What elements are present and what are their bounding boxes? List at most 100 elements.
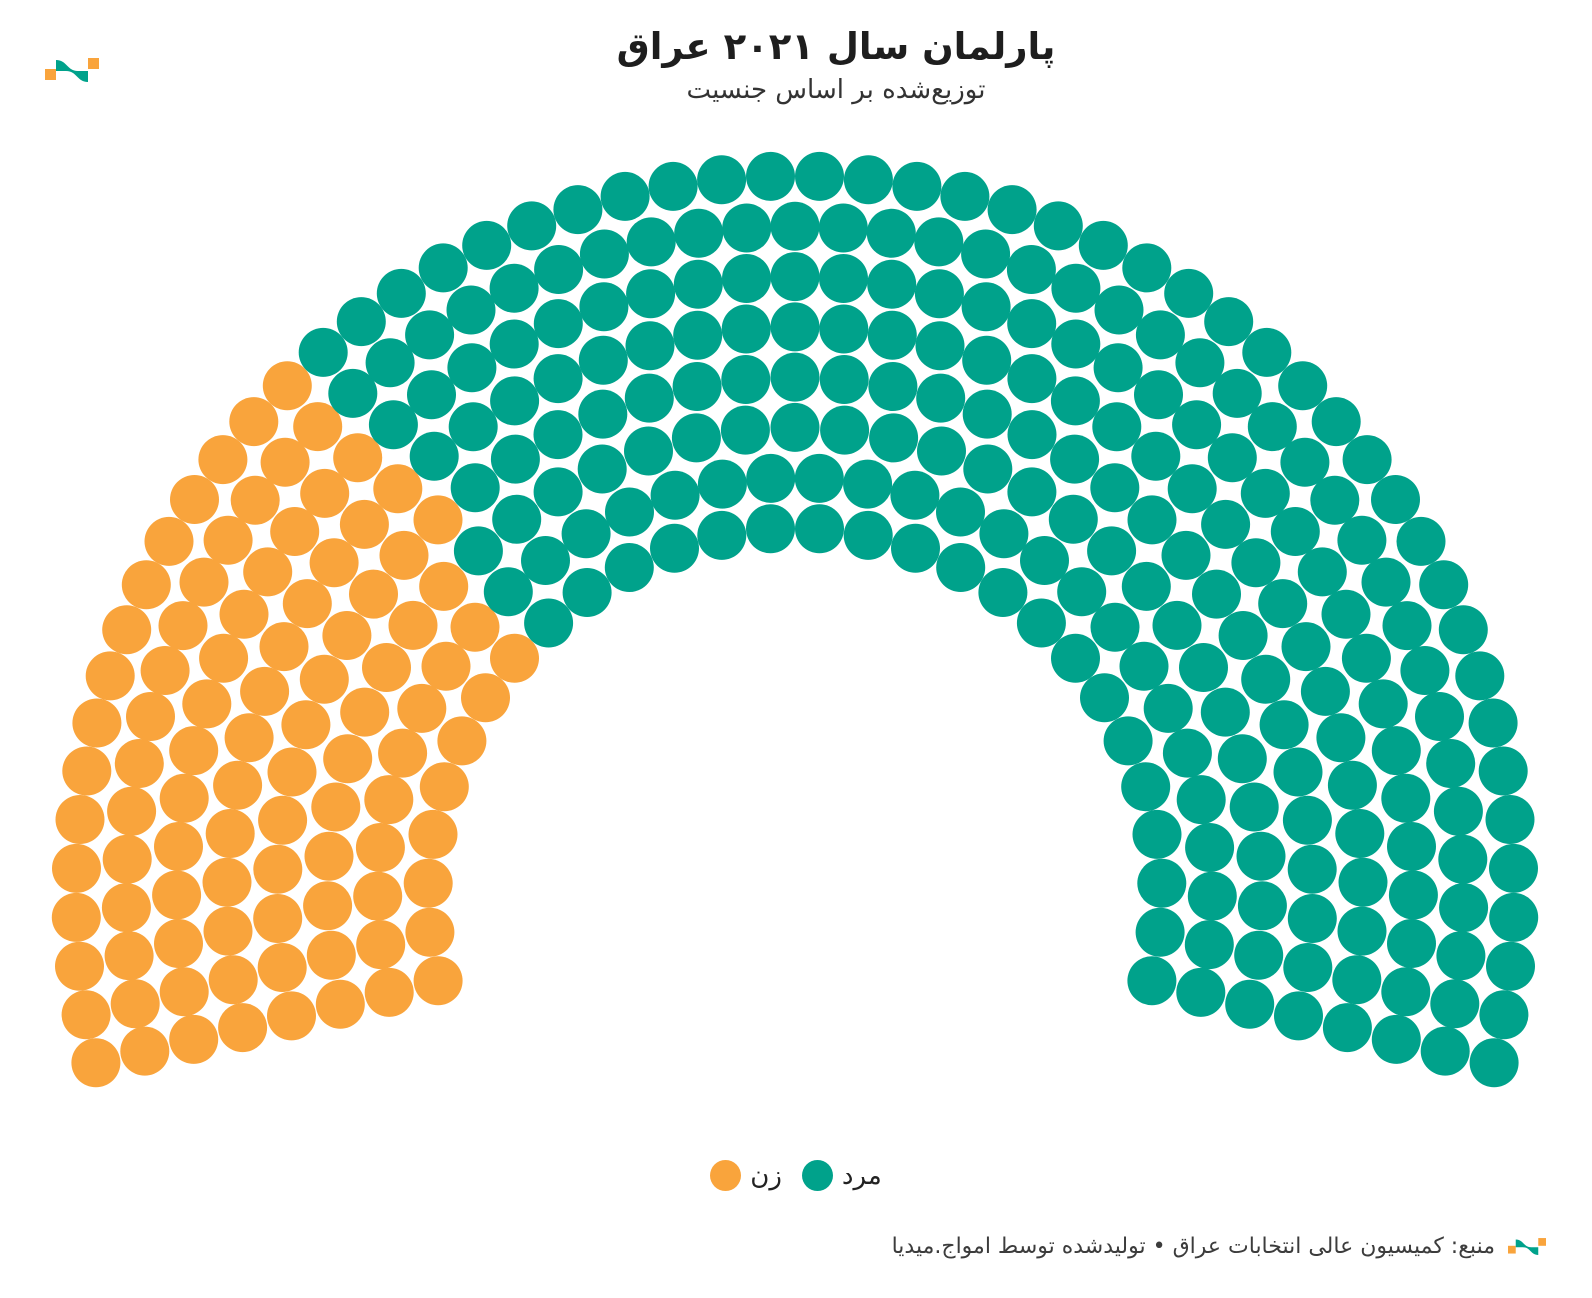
seat-dot-woman xyxy=(126,692,175,741)
seat-dot-man xyxy=(961,229,1011,279)
seat-dot-woman xyxy=(257,943,307,992)
seat-dot-man xyxy=(1388,870,1438,920)
seat-dot-man xyxy=(448,402,498,452)
seat-dot-woman xyxy=(121,560,171,610)
seat-dot-man xyxy=(490,434,540,484)
seat-dot-woman xyxy=(258,795,308,845)
seat-dot-man xyxy=(1278,361,1328,411)
seat-dot-man xyxy=(1121,561,1171,611)
seat-dot-man xyxy=(1119,641,1169,691)
seat-dot-woman xyxy=(349,569,398,619)
seat-dot-man xyxy=(1164,268,1214,318)
seat-dot-man xyxy=(1225,979,1275,1029)
seat-dot-man xyxy=(987,185,1037,235)
seat-dot-man xyxy=(867,310,917,360)
seat-dot-man xyxy=(1217,734,1267,784)
seat-dot-woman xyxy=(120,1026,170,1076)
seat-dot-man xyxy=(1033,201,1083,251)
seat-dot-man xyxy=(866,208,916,258)
seat-dot-man xyxy=(1131,431,1181,481)
seat-dot-woman xyxy=(101,883,151,933)
seat-dot-woman xyxy=(72,698,122,748)
logo-orange-square-left xyxy=(1508,1245,1516,1254)
seat-dot-woman xyxy=(340,687,390,737)
seat-dot-man xyxy=(1396,516,1446,566)
seat-dot-man xyxy=(722,254,771,303)
seat-dot-man xyxy=(1179,643,1228,692)
seat-dot-woman xyxy=(202,857,252,907)
seat-dot-woman xyxy=(253,844,303,894)
seat-dot-man xyxy=(673,259,723,309)
seat-dot-woman xyxy=(182,679,232,729)
seat-dot-woman xyxy=(388,600,438,650)
seat-dot-woman xyxy=(224,713,274,763)
seat-dot-man xyxy=(1090,463,1140,513)
seat-dot-man xyxy=(1201,499,1251,549)
seat-dot-woman xyxy=(55,795,105,844)
seat-dot-man xyxy=(650,523,699,573)
seat-dot-woman xyxy=(243,547,293,597)
seat-dot-man xyxy=(418,243,468,293)
seat-dot-man xyxy=(1327,760,1377,810)
seat-dot-man xyxy=(917,426,966,476)
seat-dot-man xyxy=(1094,285,1144,335)
seat-dot-man xyxy=(770,352,820,402)
seat-dot-man xyxy=(819,355,869,404)
seat-dot-man xyxy=(1358,679,1408,729)
amwaj-media-logo-small xyxy=(1508,1238,1546,1255)
seat-dot-woman xyxy=(159,773,209,823)
seat-dot-man xyxy=(1420,1026,1470,1076)
seat-dot-woman xyxy=(303,881,353,931)
seat-dot-man xyxy=(650,470,700,520)
seat-dot-man xyxy=(795,151,844,201)
seat-dot-man xyxy=(534,245,584,294)
seat-dot-man xyxy=(1212,368,1262,418)
seat-dot-man xyxy=(1468,698,1518,748)
seat-dot-woman xyxy=(408,809,458,859)
seat-dot-woman xyxy=(144,516,194,566)
legend-label-men: مرد xyxy=(841,1160,882,1191)
seat-dot-man xyxy=(1051,263,1101,313)
logo-orange-square-right xyxy=(88,58,99,69)
seat-dot-man xyxy=(722,203,772,253)
seat-dot-man xyxy=(1204,297,1254,347)
seat-dot-man xyxy=(1415,692,1464,741)
seat-dot-woman xyxy=(353,871,403,921)
seat-dot-man xyxy=(1259,700,1309,750)
seat-dot-woman xyxy=(293,402,343,452)
seat-dot-woman xyxy=(169,726,219,776)
seat-dot-man xyxy=(770,302,820,352)
legend-swatch-men xyxy=(801,1160,833,1191)
seat-dot-woman xyxy=(403,858,453,908)
logo-teal-wave xyxy=(56,60,88,82)
seat-dot-man xyxy=(407,370,456,420)
source-footer: منبع: کمیسیون عالی انتخابات عراق • تولید… xyxy=(892,1234,1546,1259)
seat-dot-man xyxy=(915,321,965,371)
seat-dot-man xyxy=(1167,464,1217,514)
seat-dot-man xyxy=(1341,633,1391,683)
seat-dot-man xyxy=(1381,773,1431,823)
page-title: پارلمان سال ۲۰۲۱ عراق xyxy=(616,25,1056,68)
seat-dot-man xyxy=(1020,536,1069,585)
seat-dot-man xyxy=(720,405,770,455)
seat-dot-man xyxy=(1430,979,1480,1029)
seat-dot-man xyxy=(524,598,574,648)
seat-dot-woman xyxy=(362,643,411,692)
seat-dot-woman xyxy=(140,646,190,695)
seat-dot-man xyxy=(1361,557,1411,607)
seat-dot-man xyxy=(820,405,870,455)
seat-dot-woman xyxy=(51,892,101,942)
seat-dot-woman xyxy=(419,561,469,611)
seat-dot-woman xyxy=(373,464,423,514)
seat-dot-man xyxy=(746,453,796,503)
seat-dot-man xyxy=(770,252,820,302)
seat-dot-man xyxy=(447,343,497,393)
seat-dot-man xyxy=(914,217,964,267)
seat-dot-man xyxy=(1382,601,1432,651)
seat-dot-man xyxy=(1337,515,1387,565)
seat-dot-woman xyxy=(413,956,463,1006)
seat-dot-woman xyxy=(219,589,269,639)
seat-dot-man xyxy=(1338,857,1388,907)
seat-dot-woman xyxy=(205,809,255,858)
